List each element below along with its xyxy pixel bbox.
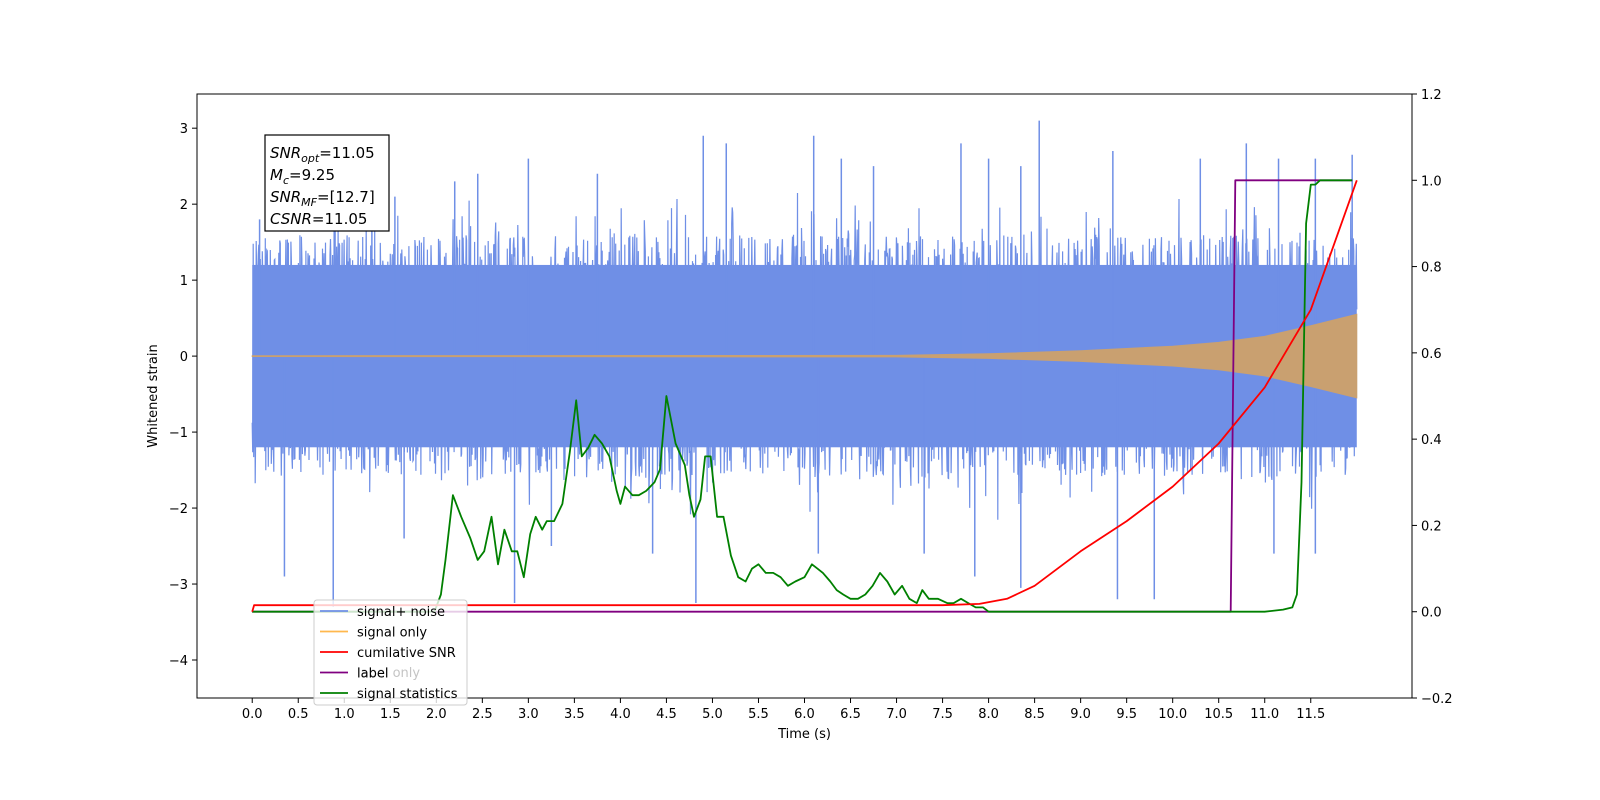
y-right-tick-label: 0.4 — [1421, 433, 1442, 448]
y-right-tick-label: 0.8 — [1421, 261, 1442, 276]
x-tick-label: 5.0 — [702, 707, 723, 722]
annotation-line: Mc=9.25 — [270, 166, 335, 187]
legend-ghost-text: label only — [357, 666, 420, 681]
x-tick-label: 7.0 — [886, 707, 907, 722]
signal-only-series — [251, 313, 1358, 399]
line-series-group — [251, 179, 1358, 613]
x-tick-label: 10.0 — [1158, 707, 1187, 722]
x-tick-label: 11.0 — [1250, 707, 1279, 722]
x-tick-label: 6.0 — [794, 707, 815, 722]
legend-entry-label: signal only — [357, 626, 427, 641]
x-tick-label: 1.0 — [334, 707, 355, 722]
y-right-tick-label: −0.2 — [1421, 692, 1453, 707]
y-right-tick-label: 1.0 — [1421, 174, 1442, 189]
y-left-tick-label: −3 — [169, 578, 188, 593]
stats-annotation-box: SNRopt=11.05Mc=9.25SNRMF=[12.7]CSNR=11.0… — [264, 134, 390, 232]
cumilative-snr-line — [251, 179, 1358, 612]
y-axis-label: Whitened strain — [146, 344, 161, 447]
x-axis-label: Time (s) — [777, 727, 831, 742]
y-left-tick-label: 2 — [180, 198, 188, 213]
x-tick-label: 4.5 — [656, 707, 677, 722]
y-left-tick-label: −4 — [169, 654, 188, 669]
y-right-tick-label: 0.0 — [1421, 606, 1442, 621]
annotation-line: SNRMF=[12.7] — [270, 188, 375, 209]
legend-entry-label: signal+ noise — [357, 605, 445, 620]
x-tick-label: 0.0 — [242, 707, 263, 722]
legend-entry-label: signal statistics — [357, 687, 458, 702]
legend-entry-label: cumilative SNR — [357, 646, 456, 661]
x-tick-label: 6.5 — [840, 707, 861, 722]
y-left-tick-label: −2 — [169, 502, 188, 517]
annotation-line: SNRopt=11.05 — [270, 144, 375, 165]
x-tick-label: 9.0 — [1070, 707, 1091, 722]
x-tick-label: 4.0 — [610, 707, 631, 722]
x-tick-label: 5.5 — [748, 707, 769, 722]
legend-frame — [313, 599, 468, 706]
x-tick-label: 11.5 — [1296, 707, 1325, 722]
x-tick-label: 2.0 — [426, 707, 447, 722]
legend: label only signal+ noise signal only cumila… — [313, 599, 468, 706]
y-axis-right: 1.2 1.0 0.8 0.6 0.4 0.2 0.0 −0.2 — [1412, 88, 1453, 707]
label-line — [252, 179, 1353, 613]
y-right-tick-label: 0.2 — [1421, 519, 1442, 534]
legend-entry-label: label — [357, 667, 388, 682]
signal-statistics-line — [252, 179, 1353, 613]
x-tick-label: 7.5 — [932, 707, 953, 722]
y-left-tick-label: 1 — [180, 274, 188, 289]
x-tick-label: 2.5 — [472, 707, 493, 722]
x-tick-label: 1.5 — [380, 707, 401, 722]
y-right-tick-label: 0.6 — [1421, 347, 1442, 362]
x-axis: 0.0 0.5 1.0 1.5 2.0 2.5 3.0 3.5 4.0 4.5 5.0 5.5 6.0 6… — [242, 698, 1325, 722]
x-tick-label: 3.0 — [518, 707, 539, 722]
annotation-line: CSNR=11.05 — [270, 210, 367, 228]
y-right-tick-label: 1.2 — [1421, 88, 1442, 103]
x-tick-label: 0.5 — [288, 707, 309, 722]
x-tick-label: 8.0 — [978, 707, 999, 722]
y-axis-left: 3 2 1 0 −1 −2 −3 −4 — [169, 122, 197, 669]
annotation-frame — [264, 134, 390, 232]
x-tick-label: 8.5 — [1024, 707, 1045, 722]
y-left-tick-label: −1 — [169, 426, 188, 441]
x-tick-label: 3.5 — [564, 707, 585, 722]
x-tick-label: 9.5 — [1116, 707, 1137, 722]
x-tick-label: 10.5 — [1204, 707, 1233, 722]
y-left-tick-label: 0 — [180, 350, 188, 365]
y-left-tick-label: 3 — [180, 122, 188, 137]
